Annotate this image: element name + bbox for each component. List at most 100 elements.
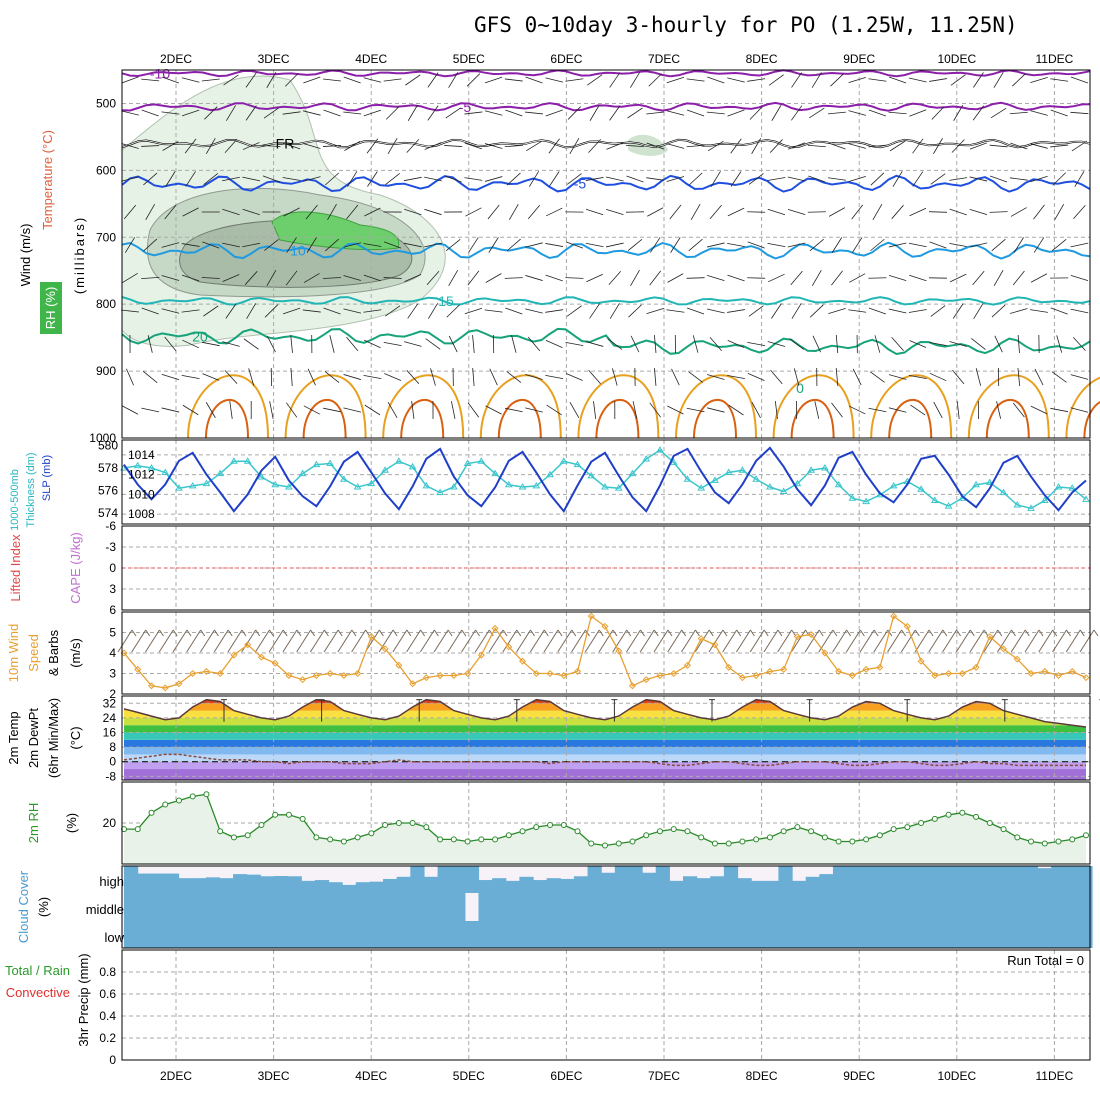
wind-speed-point (835, 667, 843, 675)
wind-speed-point (615, 647, 623, 655)
wind-barb (609, 105, 621, 121)
cape-axis-label: CAPE (J/kg) (68, 532, 83, 604)
rh-point (643, 832, 650, 839)
cloud-bar-low (301, 921, 316, 948)
wind-barb (585, 341, 604, 347)
wind-barb (625, 144, 645, 148)
wind-barb-10m (419, 629, 435, 653)
thickness-point (216, 469, 225, 477)
thickness-point (271, 480, 280, 488)
wind-barb-feather (914, 629, 920, 637)
thickness-point (793, 479, 802, 487)
wind-barb (588, 369, 601, 385)
cloud-bar-high (246, 874, 261, 893)
wind-barb (852, 368, 862, 386)
cloud-bar-high (587, 866, 602, 893)
wind-barb (972, 270, 985, 286)
wind-barb (646, 111, 665, 115)
cloud-bar-high (273, 875, 289, 893)
wind-barb (1071, 140, 1088, 152)
wind-barb (952, 369, 965, 385)
date-label-top: 3DEC (258, 52, 290, 66)
wind-speed-point (312, 672, 320, 680)
wind-barb (182, 207, 199, 217)
cloud-axis-label: Cloud Cover (16, 870, 31, 943)
wind-barb (141, 109, 159, 117)
wind-barb-10m (186, 629, 202, 653)
wind-barb (545, 374, 564, 380)
cloud-panel: Cloud Cover (%) high middle low (16, 865, 1093, 949)
cloud-bar-high (764, 880, 780, 893)
wind-barb (909, 109, 927, 117)
wind-barb-feather (1079, 629, 1085, 637)
wind-barb (848, 405, 866, 415)
wind-barb (363, 374, 382, 380)
wind-barb (406, 139, 420, 153)
cloud-bar-middle (124, 893, 139, 921)
cloud-bar-middle (614, 893, 630, 921)
cloud-bar-low (914, 921, 929, 948)
wind-barb-10m (1079, 629, 1095, 653)
wind-barb (323, 109, 341, 117)
wind-barb-10m (131, 629, 147, 653)
wind-barb (286, 402, 298, 418)
wind-barb (969, 209, 988, 215)
run-total-label: Run Total = 0 (1007, 953, 1084, 968)
wind-barb (404, 341, 422, 347)
wind-speed-point (931, 672, 939, 680)
wind-speed-point (271, 659, 279, 667)
wind-barb (485, 405, 502, 415)
wind-barb (262, 175, 280, 183)
thickness-point (381, 466, 389, 473)
slp-tick-label: 1010 (128, 487, 155, 501)
wind-barb (811, 72, 822, 88)
rh-point (382, 822, 389, 829)
wind-barb-feather (1066, 629, 1071, 637)
rh2m-frame (121, 781, 1091, 865)
wind-barb (728, 404, 744, 416)
wind-barb-feather (846, 629, 852, 637)
thickness-point (669, 458, 678, 465)
wind-barb (793, 368, 800, 386)
thickness-point (766, 483, 774, 490)
rh-point (437, 836, 444, 843)
wind-barb (730, 138, 742, 154)
wind-barb (831, 270, 843, 286)
cloud-bar-high (383, 878, 398, 893)
wind-axis-label: Wind (m/s) (18, 224, 33, 287)
wind-barb (383, 78, 402, 82)
wind-barb (790, 270, 803, 286)
upper-air-frame (121, 69, 1091, 439)
rh-point (533, 824, 540, 831)
wind-barb (525, 111, 543, 115)
wind-barb-feather (997, 629, 1003, 637)
rh-point (409, 820, 416, 826)
wind-barb (565, 277, 584, 279)
cloud-bar-low (669, 921, 684, 948)
rh-point (189, 793, 196, 800)
wind-barb (305, 204, 318, 220)
rh-point (986, 820, 993, 826)
wind-barb (324, 238, 340, 252)
thickness-point (1054, 483, 1063, 490)
cloud-bar-low (832, 921, 848, 948)
thickness-point (161, 468, 170, 475)
cloud-bar-middle (764, 893, 780, 921)
cloud-bar-high (819, 874, 834, 893)
wind-barb-10m (790, 629, 806, 653)
wind-barb (165, 171, 176, 187)
thickness-point (752, 475, 761, 482)
wind-barb-10m (392, 629, 408, 653)
wind-barb (989, 175, 1008, 183)
cloud-bar-low (751, 921, 766, 948)
wind-barb (588, 139, 602, 153)
wind-speed-point (670, 669, 678, 678)
wind-barb-10m (845, 629, 861, 653)
wind-barb-10m (268, 629, 284, 653)
wind-barb-10m (474, 629, 490, 653)
cloud-bar-high (287, 876, 302, 893)
wind-barb (246, 303, 257, 319)
cloud-bar-low (1010, 921, 1025, 948)
rh-point (698, 834, 705, 841)
